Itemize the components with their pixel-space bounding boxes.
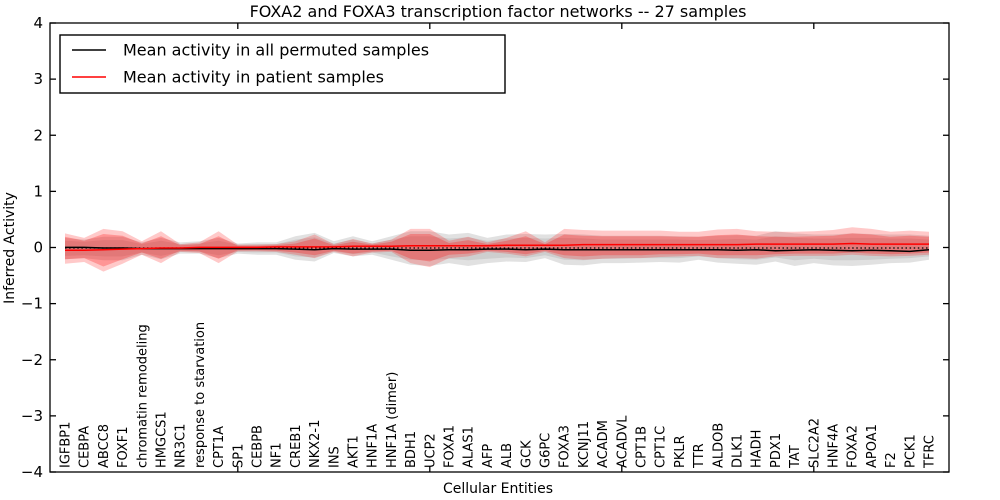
x-tick-label: BDH1: [404, 431, 419, 468]
x-tick-label: PCK1: [903, 434, 918, 468]
y-tick-label: −2: [21, 351, 43, 369]
x-tick-label: NKX2-1: [308, 420, 323, 468]
x-tick-label: FOXF1: [116, 426, 131, 468]
legend-label-permuted: Mean activity in all permuted samples: [123, 41, 429, 60]
x-tick-label: AFP: [481, 444, 496, 468]
x-tick-label: FOXA3: [558, 425, 573, 468]
y-tick-label: 2: [33, 126, 43, 144]
x-tick-label: HNF1A: [366, 424, 381, 468]
x-tick-label: CPT1A: [212, 426, 227, 468]
x-tick-label: KCNJ11: [577, 421, 592, 468]
y-tick-labels: 4 3 2 1 0 −1 −2 −3 −4: [21, 14, 43, 481]
y-tick-label: −3: [21, 407, 43, 425]
x-tick-label: CREB1: [289, 424, 304, 468]
y-tick-label: −1: [21, 295, 43, 313]
x-tick-label: APOA1: [865, 424, 880, 468]
x-tick-label: HNF4A: [827, 424, 842, 468]
y-tick-label: 1: [33, 182, 43, 200]
chart-title: FOXA2 and FOXA3 transcription factor net…: [250, 2, 747, 21]
x-tick-label: G6PC: [539, 433, 554, 468]
x-tick-label: TTR: [692, 443, 707, 469]
mean-line-permuted: [65, 246, 930, 253]
x-tick-label: SLC2A2: [807, 418, 822, 468]
x-tick-label: INS: [327, 446, 342, 468]
x-tick-label: PDX1: [769, 433, 784, 468]
x-tick-label: ALDOB: [711, 423, 726, 468]
y-axis-label: Inferred Activity: [2, 192, 18, 304]
x-tick-label: UCP2: [423, 433, 438, 468]
x-tick-label: ALB: [500, 443, 515, 468]
x-tick-label: DLK1: [731, 434, 746, 468]
x-tick-label: SP1: [231, 444, 246, 468]
x-tick-label: HNF1A (dimer): [385, 372, 400, 468]
x-tick-label: FOXA2: [846, 425, 861, 468]
x-tick-label: CPT1C: [654, 426, 669, 468]
x-tick-label: AKT1: [347, 435, 362, 468]
band-patient-range-inner: [65, 233, 929, 267]
y-tick-label: −4: [21, 463, 43, 481]
legend: Mean activity in all permuted samples Me…: [59, 34, 506, 94]
x-tick-label: CEBPA: [78, 426, 93, 468]
x-tick-label: CPT1B: [635, 426, 650, 468]
x-tick-label: TAT: [788, 445, 803, 469]
x-tick-label: ALAS1: [462, 426, 477, 468]
x-tick-label: ABCC8: [97, 424, 112, 468]
x-tick-label: HADH: [750, 430, 765, 468]
x-tick-label: TFRC: [923, 435, 938, 469]
x-tick-label: NF1: [270, 443, 285, 468]
line-layers: [65, 242, 930, 253]
mean-line-patient: [65, 242, 929, 251]
legend-box: [59, 34, 506, 94]
y-tick-label: 0: [33, 239, 43, 257]
legend-label-patient: Mean activity in patient samples: [123, 68, 384, 87]
x-tick-label: ACADVL: [615, 415, 630, 468]
x-tick-labels: IGFBP1 CEBPA ABCC8 FOXF1 chromatin remodelin…: [59, 322, 938, 469]
x-tick-label: NR3C1: [174, 424, 189, 468]
x-axis-label: Cellular Entities: [443, 481, 553, 497]
x-tick-label: HMGCS1: [155, 411, 170, 468]
x-tick-label: F2: [884, 452, 899, 468]
x-tick-label: CEBPB: [251, 425, 266, 468]
x-tick-label: ACADM: [596, 420, 611, 468]
x-tick-label: chromatin remodeling: [135, 324, 150, 468]
tick-layer: [50, 22, 949, 473]
y-tick-label: 4: [33, 14, 43, 32]
x-tick-label: response to starvation: [193, 322, 208, 468]
x-tick-label: FOXA1: [443, 425, 458, 468]
y-tick-label: 3: [33, 70, 43, 88]
x-tick-label: IGFBP1: [59, 422, 74, 468]
x-tick-label: PKLR: [673, 435, 688, 468]
x-tick-label: GCK: [519, 440, 534, 468]
